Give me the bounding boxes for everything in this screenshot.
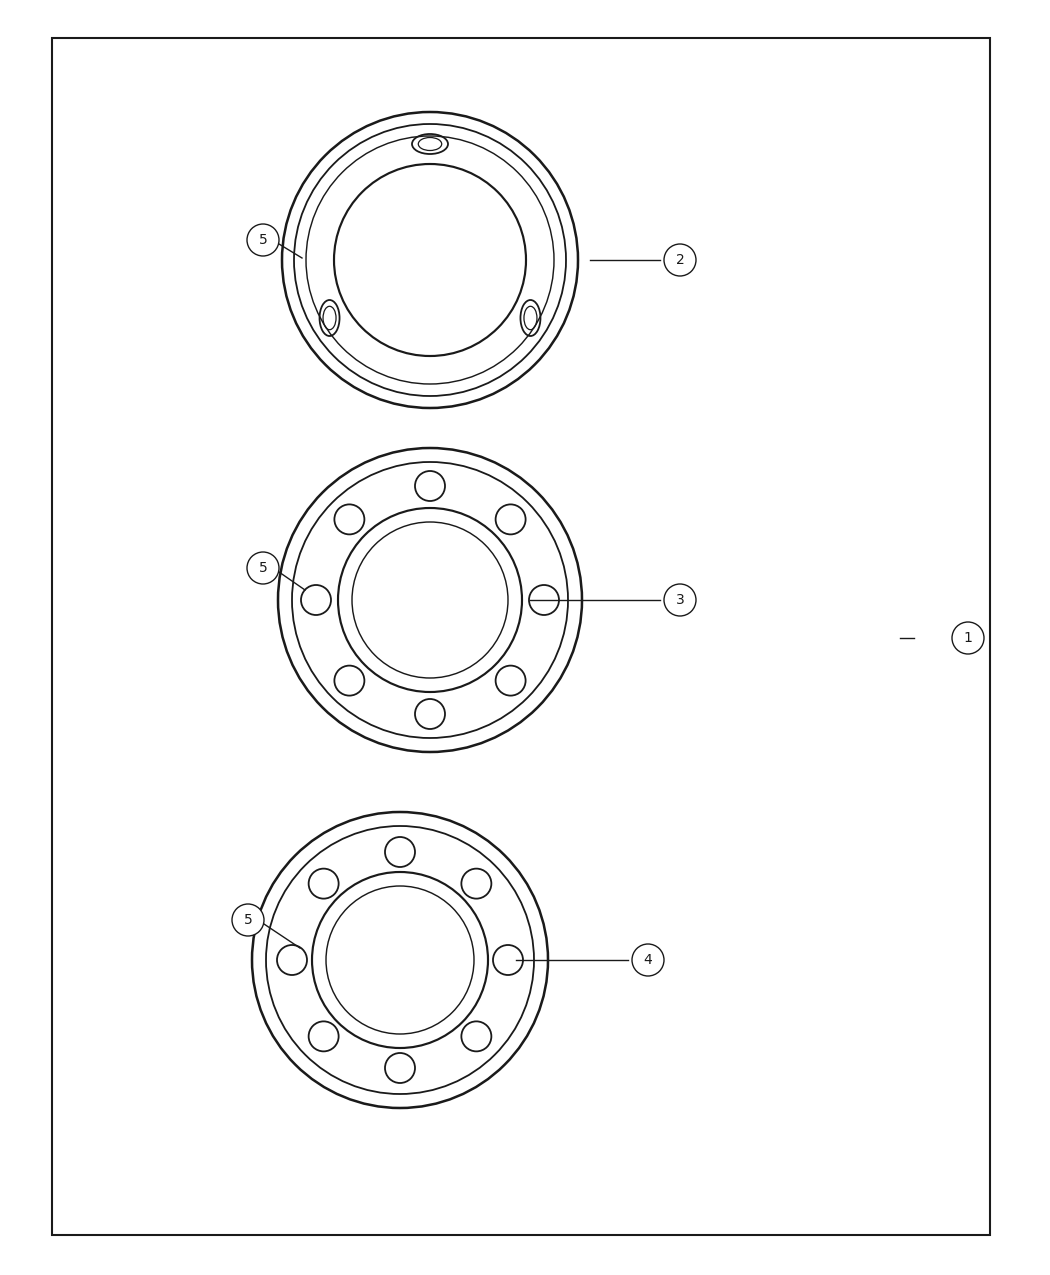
Circle shape xyxy=(952,622,984,654)
Text: 2: 2 xyxy=(675,252,685,266)
Circle shape xyxy=(247,552,279,584)
Circle shape xyxy=(247,224,279,256)
Text: 1: 1 xyxy=(964,631,972,645)
Text: 4: 4 xyxy=(644,952,652,966)
Text: 5: 5 xyxy=(258,561,268,575)
Circle shape xyxy=(232,904,264,936)
Text: 5: 5 xyxy=(244,913,252,927)
Text: 5: 5 xyxy=(258,233,268,247)
Circle shape xyxy=(664,244,696,275)
Circle shape xyxy=(632,944,664,975)
Bar xyxy=(52,38,990,1235)
Text: 3: 3 xyxy=(675,593,685,607)
Circle shape xyxy=(664,584,696,616)
